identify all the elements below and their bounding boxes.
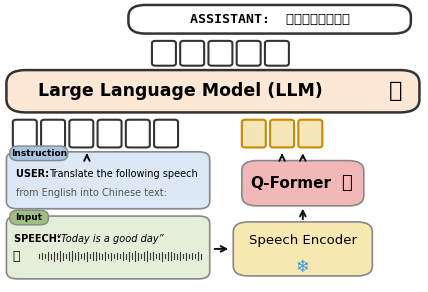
FancyBboxPatch shape	[126, 120, 150, 147]
Text: Speech Encoder: Speech Encoder	[249, 234, 357, 247]
Text: Q-Former: Q-Former	[250, 176, 331, 191]
FancyBboxPatch shape	[180, 41, 204, 66]
Text: ❄: ❄	[296, 258, 310, 276]
FancyBboxPatch shape	[13, 120, 37, 147]
Text: Instruction: Instruction	[11, 149, 67, 158]
Text: 🔥: 🔥	[389, 81, 403, 101]
FancyBboxPatch shape	[10, 146, 68, 161]
Text: 🔊: 🔊	[13, 251, 21, 263]
FancyBboxPatch shape	[6, 152, 210, 209]
Text: Large Language Model (LLM): Large Language Model (LLM)	[38, 82, 322, 100]
FancyBboxPatch shape	[69, 120, 93, 147]
FancyBboxPatch shape	[242, 120, 266, 147]
Text: Translate the following speech: Translate the following speech	[49, 169, 198, 179]
FancyBboxPatch shape	[152, 41, 176, 66]
FancyBboxPatch shape	[6, 216, 210, 279]
FancyBboxPatch shape	[242, 161, 364, 206]
Text: 🔥: 🔥	[341, 174, 352, 192]
Text: ASSISTANT:  今天是一个好日子: ASSISTANT: 今天是一个好日子	[190, 13, 350, 26]
FancyBboxPatch shape	[298, 120, 322, 147]
FancyBboxPatch shape	[265, 41, 289, 66]
Text: Input: Input	[15, 213, 43, 222]
FancyBboxPatch shape	[154, 120, 178, 147]
FancyBboxPatch shape	[233, 222, 372, 276]
FancyBboxPatch shape	[208, 41, 232, 66]
FancyBboxPatch shape	[237, 41, 261, 66]
FancyBboxPatch shape	[98, 120, 122, 147]
Text: “Today is a good day”: “Today is a good day”	[56, 234, 163, 244]
FancyBboxPatch shape	[270, 120, 294, 147]
FancyBboxPatch shape	[10, 210, 48, 225]
Text: USER:: USER:	[16, 169, 52, 179]
FancyBboxPatch shape	[128, 5, 411, 34]
FancyBboxPatch shape	[6, 70, 419, 112]
FancyBboxPatch shape	[41, 120, 65, 147]
Text: SPEECH:: SPEECH:	[14, 234, 64, 244]
Text: from English into Chinese text:: from English into Chinese text:	[16, 188, 167, 198]
